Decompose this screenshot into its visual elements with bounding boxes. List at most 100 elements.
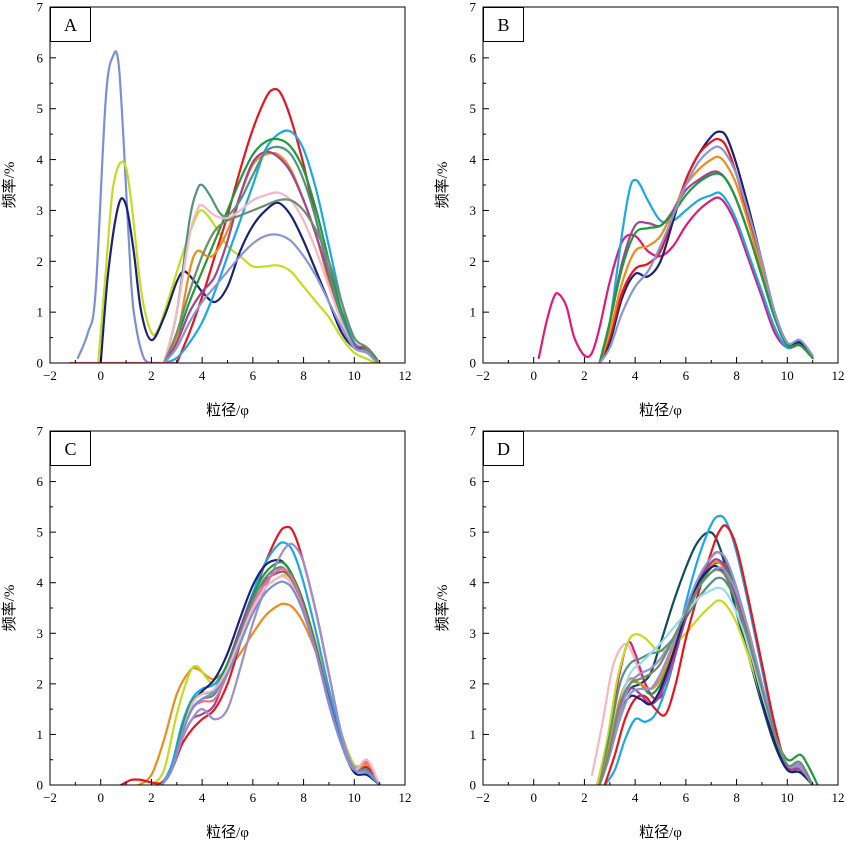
y-tick-label: 6 <box>470 474 477 489</box>
y-axis-title: 频率/% <box>1 162 18 209</box>
x-tick-label: 12 <box>832 790 845 805</box>
y-tick-label: 5 <box>470 101 477 116</box>
y-tick-label: 4 <box>37 575 44 590</box>
y-tick-label: 5 <box>37 101 44 116</box>
series-line-4 <box>160 541 381 785</box>
panel-label-box <box>483 7 524 42</box>
x-tick-label: 10 <box>781 790 794 805</box>
x-tick-label: 12 <box>832 368 845 383</box>
x-tick-label: 8 <box>733 368 740 383</box>
series-line-11 <box>163 198 379 363</box>
x-tick-label: 0 <box>97 790 104 805</box>
panel-label: C <box>64 439 76 459</box>
y-tick-label: 7 <box>37 0 44 15</box>
x-tick-label: 10 <box>348 368 361 383</box>
y-tick-label: 1 <box>470 727 477 742</box>
x-tick-label: 0 <box>97 368 104 383</box>
x-tick-label: 8 <box>733 790 740 805</box>
x-tick-label: 4 <box>199 368 206 383</box>
plot-frame <box>482 430 839 786</box>
series-line-7 <box>598 561 819 785</box>
series-line-8 <box>598 145 814 363</box>
y-tick-label: 0 <box>470 778 477 793</box>
series-line-1 <box>76 50 153 363</box>
y-tick-label: 4 <box>37 152 44 167</box>
x-tick-label: 6 <box>683 790 690 805</box>
panel-label-box <box>50 431 91 466</box>
y-tick-label: 2 <box>37 676 44 691</box>
series-line-11 <box>598 564 814 785</box>
series-line-7 <box>598 172 814 363</box>
y-tick-label: 1 <box>470 305 477 320</box>
y-tick-label: 6 <box>37 50 44 65</box>
series-line-9 <box>163 145 379 363</box>
series-line-6 <box>163 137 381 363</box>
x-tick-label: 0 <box>530 368 537 383</box>
y-tick-label: 4 <box>470 152 477 167</box>
series-line-10 <box>163 191 379 363</box>
x-tick-label: 4 <box>199 790 206 805</box>
x-tick-label: −2 <box>43 790 57 805</box>
y-tick-label: 3 <box>37 203 44 218</box>
panel-label: A <box>64 15 77 35</box>
y-tick-label: 5 <box>37 525 44 540</box>
x-tick-label: 6 <box>250 368 257 383</box>
y-tick-label: 7 <box>470 424 477 439</box>
series-line-2 <box>598 178 814 363</box>
series-line-15 <box>598 568 814 785</box>
y-tick-label: 1 <box>37 305 44 320</box>
x-tick-label: −2 <box>43 368 57 383</box>
x-tick-label: 2 <box>148 790 155 805</box>
x-tick-label: 2 <box>148 368 155 383</box>
x-tick-label: 12 <box>399 790 412 805</box>
x-tick-label: −2 <box>476 790 490 805</box>
x-tick-label: 4 <box>632 368 639 383</box>
plot-frame <box>49 430 406 786</box>
x-tick-label: −2 <box>476 368 490 383</box>
y-tick-label: 1 <box>37 727 44 742</box>
x-tick-label: 8 <box>300 368 307 383</box>
x-tick-label: 0 <box>530 790 537 805</box>
y-tick-label: 3 <box>37 626 44 641</box>
y-axis-title: 频率/% <box>434 585 451 632</box>
series-line-8 <box>160 542 381 785</box>
x-tick-label: 2 <box>581 790 588 805</box>
panel-label: D <box>497 439 510 459</box>
y-axis-title: 频率/% <box>434 162 451 209</box>
y-tick-label: 3 <box>470 203 477 218</box>
y-tick-label: 0 <box>37 356 44 371</box>
panel-label-box <box>50 7 91 42</box>
x-axis-title: 粒径/φ <box>639 402 682 419</box>
x-tick-label: 12 <box>399 368 412 383</box>
panel-label: B <box>497 15 509 35</box>
y-tick-label: 5 <box>470 525 477 540</box>
x-tick-label: 10 <box>781 368 794 383</box>
y-axis-title: 频率/% <box>1 585 18 632</box>
y-tick-label: 0 <box>37 778 44 793</box>
y-tick-label: 4 <box>470 575 477 590</box>
y-tick-label: 7 <box>470 0 477 15</box>
series-line-12 <box>163 233 379 363</box>
y-tick-label: 6 <box>37 474 44 489</box>
x-tick-label: 6 <box>683 368 690 383</box>
series-line-12 <box>160 580 381 785</box>
x-tick-label: 8 <box>300 790 307 805</box>
y-tick-label: 6 <box>470 50 477 65</box>
x-axis-title: 粒径/φ <box>206 402 249 419</box>
panel-label-box <box>483 431 524 466</box>
y-tick-label: 7 <box>37 424 44 439</box>
plot-frame <box>482 6 839 364</box>
x-tick-label: 4 <box>632 790 639 805</box>
x-tick-label: 10 <box>348 790 361 805</box>
y-tick-label: 3 <box>470 626 477 641</box>
x-axis-title: 粒径/φ <box>206 824 249 841</box>
y-tick-label: 0 <box>470 356 477 371</box>
series-line-3 <box>119 525 381 785</box>
x-tick-label: 6 <box>250 790 257 805</box>
y-tick-label: 2 <box>37 254 44 269</box>
